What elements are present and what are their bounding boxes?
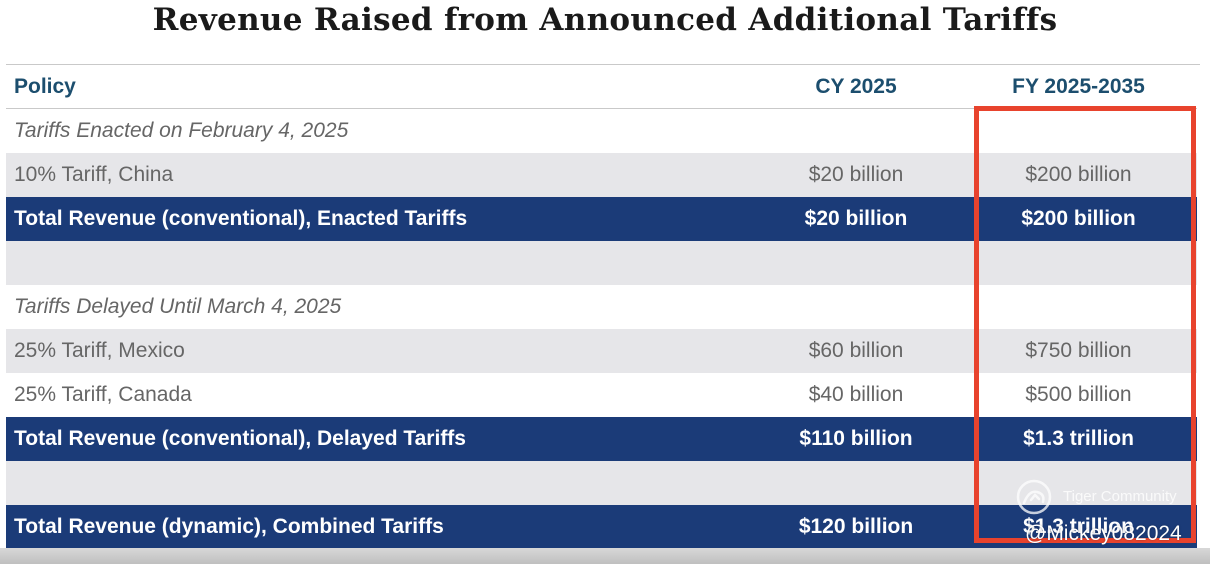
table-header-row: Policy CY 2025 FY 2025-2035	[6, 65, 1197, 109]
cell-fy2025-2035	[976, 109, 1181, 153]
cell-fy2025-2035: $750 billion	[1025, 339, 1132, 362]
total-row: Total Revenue (conventional), Delayed Ta…	[6, 417, 1197, 461]
cell-cy2025: $40 billion	[808, 383, 904, 406]
cell-cy2025: $20 billion	[804, 207, 908, 230]
cell-cy2025: $120 billion	[798, 515, 914, 538]
watermark-user: @Mickey082024	[1025, 522, 1182, 545]
table-row: 25% Tariff, Mexico $60 billion $750 billio…	[6, 329, 1197, 373]
tariff-table: Policy CY 2025 FY 2025-2035 Tariffs Enac…	[6, 65, 1197, 549]
column-header-fy2025-2035: FY 2025-2035	[1012, 75, 1145, 98]
cell-cy2025	[726, 109, 986, 153]
cell-policy: 10% Tariff, China	[14, 163, 174, 186]
table-body: Tariffs Enacted on February 4, 2025 10% T…	[6, 109, 1197, 549]
cell-cy2025: $20 billion	[808, 163, 904, 186]
cell-fy2025-2035: $1.3 trillion	[1023, 427, 1134, 450]
total-row: Total Revenue (conventional), Enacted Ta…	[6, 197, 1197, 241]
cell-fy2025-2035: $1.3 trillion	[1023, 515, 1134, 538]
top-divider	[6, 64, 1200, 65]
spacer-row	[6, 241, 1197, 285]
cell-cy2025	[726, 285, 986, 329]
cell-cy2025: $110 billion	[799, 427, 913, 450]
cell-policy: Tariffs Delayed Until March 4, 2025	[14, 295, 342, 318]
cell-fy2025-2035: $200 billion	[1021, 207, 1136, 230]
cell-policy: Total Revenue (dynamic), Combined Tariff…	[14, 515, 444, 538]
cell-cy2025	[726, 461, 986, 505]
cell-fy2025-2035	[976, 285, 1181, 329]
watermark-brand: Tiger Community	[1063, 488, 1177, 505]
cell-fy2025-2035: $500 billion	[1025, 383, 1132, 406]
cell-policy: Total Revenue (conventional), Enacted Ta…	[14, 207, 468, 230]
bottom-shadow	[0, 548, 1210, 564]
chart-title: Revenue Raised from Announced Additional…	[152, 2, 1058, 38]
cell-policy: 25% Tariff, Mexico	[14, 339, 185, 362]
column-header-cy2025: CY 2025	[815, 75, 897, 98]
cell-fy2025-2035: $200 billion	[1025, 163, 1132, 186]
column-header-policy: Policy	[14, 75, 76, 98]
cell-policy: 25% Tariff, Canada	[14, 383, 192, 406]
section-heading-row: Tariffs Enacted on February 4, 2025	[6, 109, 1197, 153]
cell-cy2025: $60 billion	[808, 339, 904, 362]
cell-fy2025-2035	[976, 241, 1181, 285]
spacer-row	[6, 461, 1197, 505]
tiger-logo-icon	[1016, 479, 1052, 515]
section-heading-row: Tariffs Delayed Until March 4, 2025	[6, 285, 1197, 329]
table-row: 25% Tariff, Canada $40 billion $500 billio…	[6, 373, 1197, 417]
cell-cy2025	[726, 241, 986, 285]
cell-policy: Tariffs Enacted on February 4, 2025	[14, 119, 349, 142]
cell-policy: Total Revenue (conventional), Delayed Ta…	[14, 427, 466, 450]
table-row: 10% Tariff, China $20 billion $200 billion	[6, 153, 1197, 197]
